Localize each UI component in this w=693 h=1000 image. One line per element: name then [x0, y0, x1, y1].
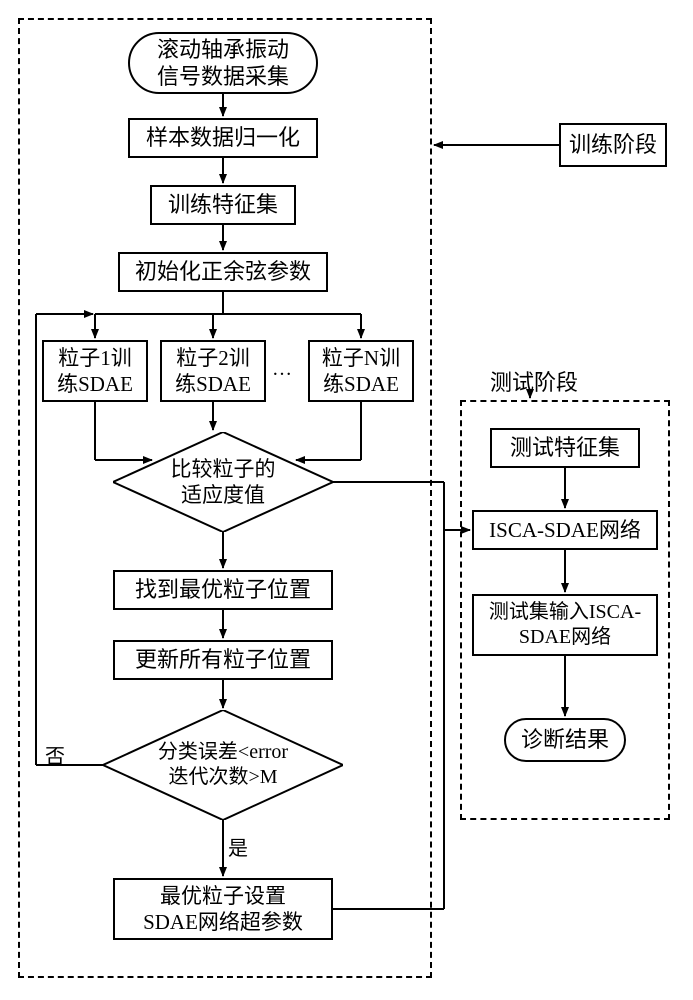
- input-test-text: 测试集输入ISCA- SDAE网络: [489, 600, 641, 650]
- particle-1-text: 粒子1训 练SDAE: [57, 345, 133, 398]
- start-text: 滚动轴承振动 信号数据采集: [157, 36, 289, 91]
- test-phase-text: 测试阶段: [490, 370, 578, 395]
- set-hyper-text: 最优粒子设置 SDAE网络超参数: [143, 883, 303, 936]
- dots-text: …: [272, 358, 294, 380]
- test-set-node: 测试特征集: [490, 428, 640, 468]
- start-node: 滚动轴承振动 信号数据采集: [128, 32, 318, 94]
- particle-n-text: 粒子N训 练SDAE: [322, 345, 400, 398]
- isca-node: ISCA-SDAE网络: [472, 510, 658, 550]
- normalize-node: 样本数据归一化: [128, 118, 318, 158]
- condition-diamond: 分类误差<error 迭代次数>M: [103, 710, 343, 820]
- isca-text: ISCA-SDAE网络: [489, 517, 641, 543]
- condition-text: 分类误差<error 迭代次数>M: [158, 740, 288, 790]
- no-label: 否: [45, 740, 65, 769]
- find-best-node: 找到最优粒子位置: [113, 570, 333, 610]
- init-sc-text: 初始化正余弦参数: [135, 258, 311, 286]
- set-hyper-node: 最优粒子设置 SDAE网络超参数: [113, 878, 333, 940]
- test-phase-label: 测试阶段: [490, 365, 578, 397]
- yes-label: 是: [228, 832, 248, 861]
- compare-text: 比较粒子的 适应度值: [171, 456, 276, 509]
- diagram-canvas: 训练阶段 测试阶段 滚动轴承振动 信号数据采集 样本数据归一化 训练特征集 初始…: [0, 0, 693, 1000]
- input-test-node: 测试集输入ISCA- SDAE网络: [472, 594, 658, 656]
- test-set-text: 测试特征集: [510, 434, 620, 462]
- train-phase-text: 训练阶段: [569, 131, 657, 159]
- result-text: 诊断结果: [521, 726, 609, 754]
- compare-diamond: 比较粒子的 适应度值: [113, 432, 333, 532]
- particle-n-node: 粒子N训 练SDAE: [308, 340, 414, 402]
- no-text: 否: [45, 746, 65, 768]
- result-node: 诊断结果: [504, 718, 626, 762]
- find-best-text: 找到最优粒子位置: [135, 576, 311, 604]
- particle-1-node: 粒子1训 练SDAE: [42, 340, 148, 402]
- particle-dots: …: [272, 358, 294, 381]
- update-all-text: 更新所有粒子位置: [135, 646, 311, 674]
- train-set-text: 训练特征集: [168, 191, 278, 219]
- train-set-node: 训练特征集: [150, 185, 296, 225]
- particle-2-node: 粒子2训 练SDAE: [160, 340, 266, 402]
- train-phase-label: 训练阶段: [559, 123, 667, 167]
- update-all-node: 更新所有粒子位置: [113, 640, 333, 680]
- particle-2-text: 粒子2训 练SDAE: [175, 345, 251, 398]
- init-sc-node: 初始化正余弦参数: [118, 252, 328, 292]
- normalize-text: 样本数据归一化: [146, 124, 300, 152]
- yes-text: 是: [228, 838, 248, 860]
